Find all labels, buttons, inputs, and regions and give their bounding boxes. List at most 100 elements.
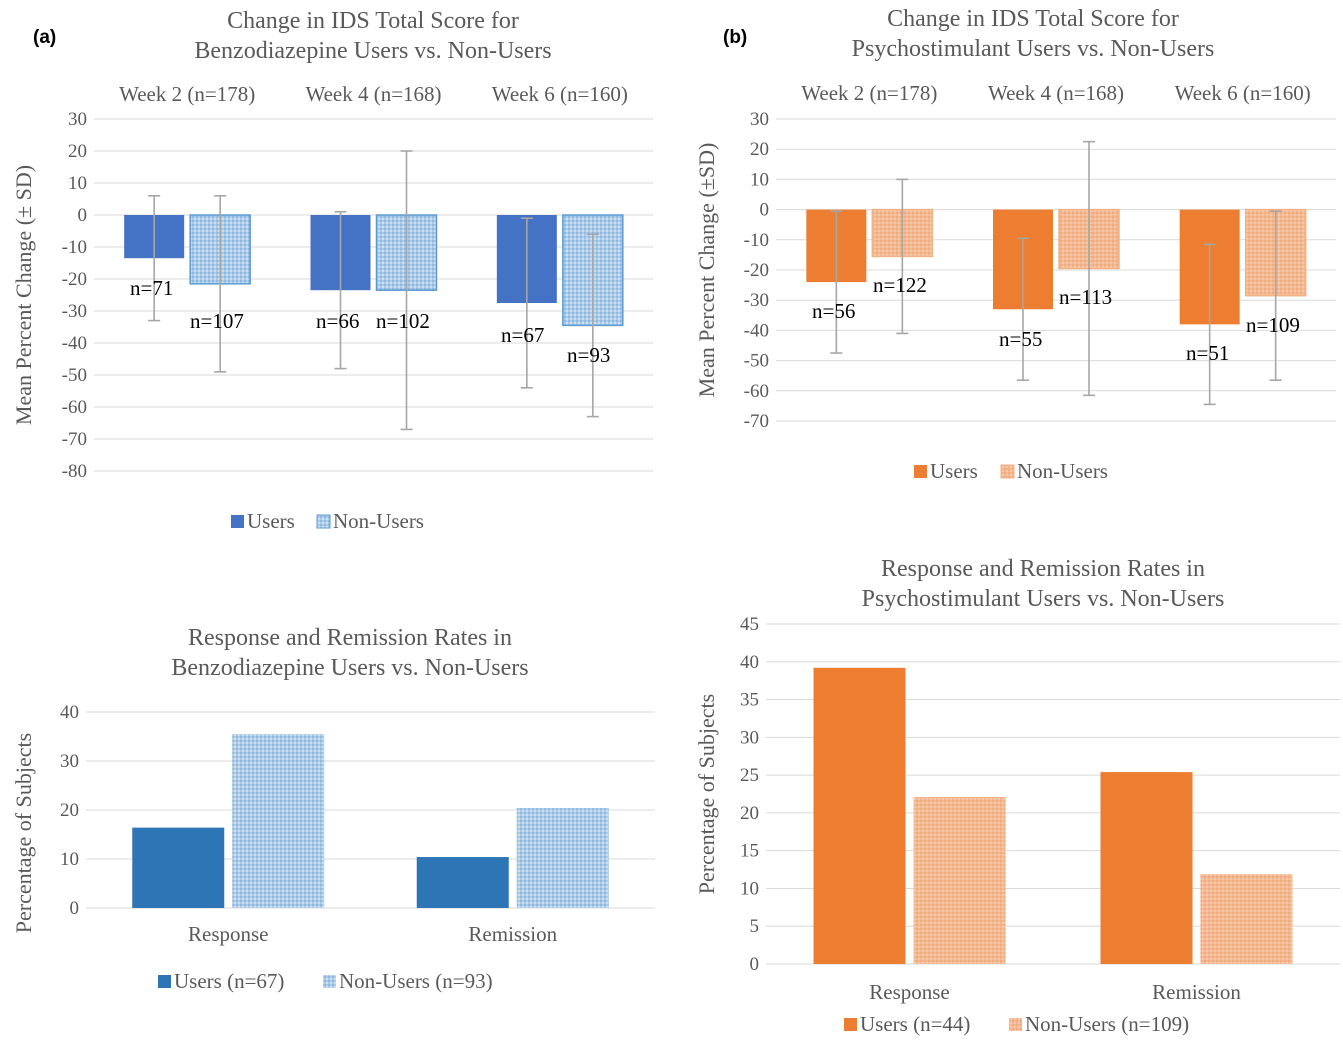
bar-users [813, 667, 906, 964]
legend-label: Users (n=44) [860, 1012, 970, 1036]
legend-swatch-non-users [1000, 464, 1015, 479]
chart-benzodiazepine-ids-change: Change in IDS Total Score for Benzodiazep… [11, 8, 653, 533]
legend-swatch-users [844, 1018, 857, 1031]
legend-label: Non-Users [1017, 459, 1108, 483]
chart-title-line: Response and Remission Rates in [881, 556, 1205, 582]
legend-label: Users [930, 459, 978, 483]
bar-non-users [516, 808, 609, 908]
chart-title-line: Change in IDS Total Score for [887, 6, 1179, 32]
y-tick-label: 30 [68, 109, 87, 130]
y-tick-label: 40 [60, 702, 79, 723]
y-tick-label: -40 [62, 333, 87, 354]
y-tick-label: -70 [62, 429, 87, 450]
data-label: n=122 [873, 273, 927, 297]
category-label: Week 6 (n=160) [1175, 81, 1311, 105]
y-tick-label: -20 [62, 269, 87, 290]
legend-label: Non-Users (n=109) [1025, 1012, 1189, 1036]
legend-label: Non-Users [333, 509, 424, 533]
data-label: n=71 [130, 276, 173, 300]
y-tick-label: 35 [740, 690, 759, 711]
panel-label-a: (a) [33, 27, 56, 48]
y-tick-label: 30 [60, 751, 79, 772]
bar-users [1100, 772, 1193, 964]
y-tick-label: -10 [744, 230, 769, 251]
y-tick-label: -60 [62, 397, 87, 418]
y-tick-label: -70 [744, 411, 769, 432]
data-label: n=113 [1059, 285, 1112, 309]
panel-label-b: (b) [723, 27, 747, 48]
data-label: n=102 [376, 309, 430, 333]
category-label: Week 4 (n=168) [988, 81, 1124, 105]
data-label: n=55 [999, 327, 1042, 351]
chart-title-line: Benzodiazepine Users vs. Non-Users [194, 38, 551, 64]
bar-users [132, 827, 225, 908]
legend-swatch-users [231, 515, 244, 528]
bar-non-users [913, 797, 1006, 964]
y-tick-label: 30 [740, 727, 759, 748]
category-label: Week 6 (n=160) [492, 82, 628, 106]
y-tick-label: 5 [750, 916, 760, 937]
y-tick-label: -60 [744, 381, 769, 402]
legend-label: Non-Users (n=93) [339, 969, 493, 993]
chart-title-line: Change in IDS Total Score for [227, 8, 519, 34]
y-tick-label: 10 [68, 173, 87, 194]
chart-title-line: Response and Remission Rates in [188, 625, 512, 651]
chart-title-line: Psychostimulant Users vs. Non-Users [852, 36, 1215, 62]
y-tick-label: 0 [750, 954, 760, 975]
y-tick-label: -50 [744, 351, 769, 372]
y-tick-label: 15 [740, 841, 759, 862]
category-label: Response [869, 980, 950, 1004]
category-label: Remission [468, 922, 557, 946]
y-tick-label: -80 [62, 461, 87, 482]
y-tick-label: 0 [78, 205, 88, 226]
y-tick-label: -10 [62, 237, 87, 258]
data-label: n=109 [1246, 313, 1300, 337]
legend-swatch-users [158, 975, 171, 988]
y-tick-label: 10 [740, 878, 759, 899]
y-axis-label: Mean Percent Change (±SD) [694, 143, 719, 398]
chart-title-line: Benzodiazepine Users vs. Non-Users [171, 655, 528, 681]
legend-swatch-users [914, 465, 927, 478]
y-tick-label: -30 [744, 290, 769, 311]
legend-label: Users (n=67) [174, 969, 284, 993]
y-axis-label: Percentage of Subjects [694, 694, 719, 894]
data-label: n=56 [812, 299, 855, 323]
y-tick-label: 45 [740, 614, 759, 635]
y-tick-label: -50 [62, 365, 87, 386]
chart-psychostimulant-response-remission: Response and Remission Rates in Psychosti… [694, 556, 1340, 1036]
y-axis-label: Percentage of Subjects [11, 733, 36, 933]
y-axis-label: Mean Percent Change (± SD) [11, 165, 36, 425]
category-label: Week 2 (n=178) [801, 81, 937, 105]
category-label: Remission [1152, 980, 1241, 1004]
data-label: n=67 [501, 323, 544, 347]
y-tick-label: 20 [750, 139, 769, 160]
y-tick-label: 20 [740, 803, 759, 824]
y-tick-label: 10 [750, 169, 769, 190]
data-label: n=107 [190, 309, 244, 333]
y-tick-label: 20 [60, 800, 79, 821]
y-tick-label: 30 [750, 109, 769, 130]
data-label: n=51 [1186, 341, 1229, 365]
y-tick-label: -30 [62, 301, 87, 322]
bar-non-users [1200, 874, 1293, 964]
y-tick-label: 10 [60, 849, 79, 870]
chart-benzodiazepine-response-remission: Response and Remission Rates in Benzodiaz… [11, 625, 655, 993]
data-label: n=93 [567, 343, 610, 367]
bar-users [416, 857, 509, 908]
category-label: Week 4 (n=168) [305, 82, 441, 106]
y-tick-label: 0 [760, 200, 770, 221]
category-label: Response [188, 922, 269, 946]
legend-swatch-non-users [1009, 1018, 1022, 1031]
y-tick-label: -20 [744, 260, 769, 281]
data-label: n=66 [316, 309, 359, 333]
legend-swatch-non-users [323, 975, 336, 988]
y-tick-label: 20 [68, 141, 87, 162]
y-tick-label: 0 [70, 898, 80, 919]
chart-psychostimulant-ids-change: Change in IDS Total Score for Psychostimu… [694, 6, 1336, 483]
category-label: Week 2 (n=178) [119, 82, 255, 106]
bar-non-users [232, 734, 325, 908]
chart-title-line: Psychostimulant Users vs. Non-Users [862, 586, 1225, 612]
legend-swatch-non-users [316, 514, 331, 529]
y-tick-label: 25 [740, 765, 759, 786]
